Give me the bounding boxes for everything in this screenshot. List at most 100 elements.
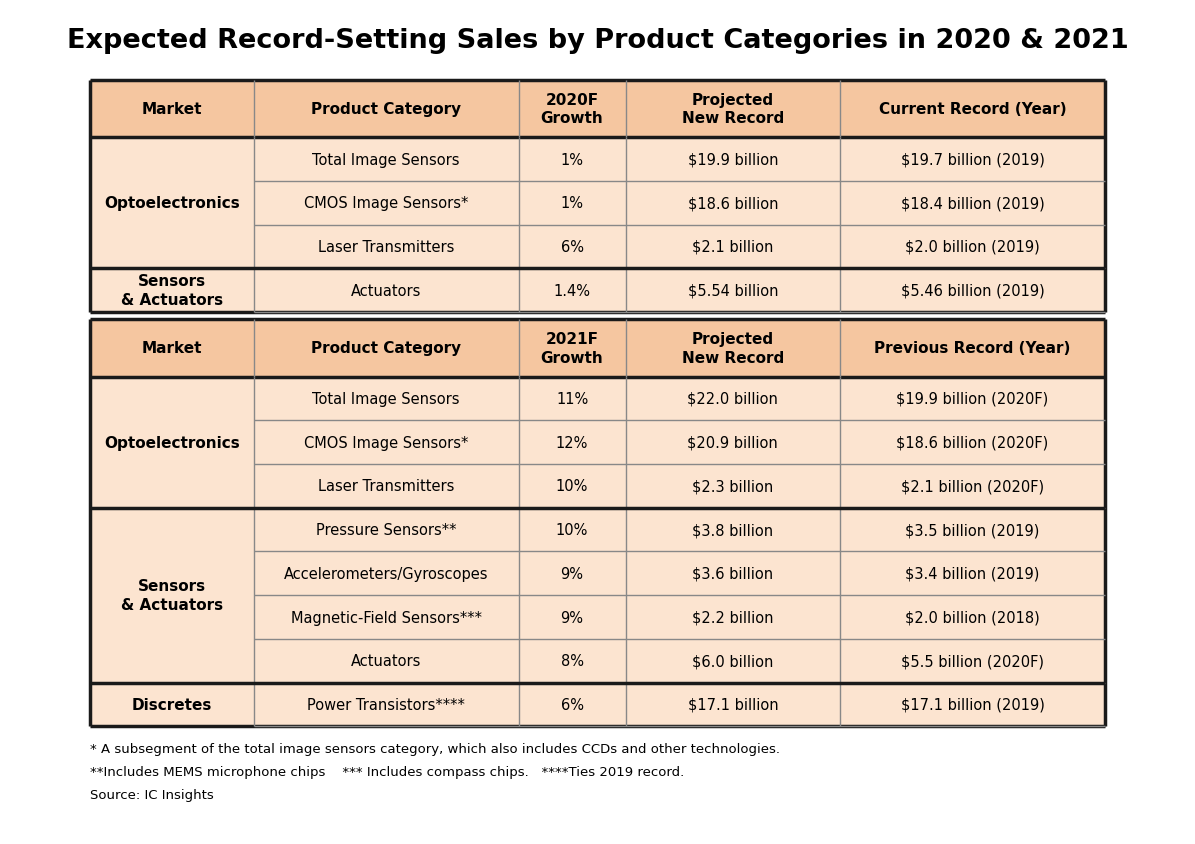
Text: Laser Transmitters: Laser Transmitters: [318, 240, 454, 255]
Text: Optoelectronics: Optoelectronics: [104, 436, 240, 450]
Bar: [519, 639, 626, 683]
Bar: [253, 181, 519, 225]
Text: $2.1 billion: $2.1 billion: [692, 240, 773, 255]
Text: $17.1 billion: $17.1 billion: [687, 697, 778, 712]
Bar: [90, 80, 253, 138]
Text: Product Category: Product Category: [311, 102, 461, 116]
Bar: [626, 320, 840, 377]
Text: Pressure Sensors**: Pressure Sensors**: [315, 522, 456, 538]
Text: Projected
New Record: Projected New Record: [681, 332, 784, 365]
Text: 2021F
Growth: 2021F Growth: [541, 332, 603, 365]
Text: CMOS Image Sensors*: CMOS Image Sensors*: [304, 196, 468, 211]
Text: 1%: 1%: [560, 153, 583, 167]
Bar: [626, 639, 840, 683]
Bar: [253, 269, 519, 312]
Bar: [626, 225, 840, 269]
Text: $2.3 billion: $2.3 billion: [692, 479, 773, 494]
Bar: [626, 269, 840, 312]
Text: $17.1 billion (2019): $17.1 billion (2019): [901, 697, 1044, 712]
Bar: [253, 138, 519, 181]
Text: Magnetic-Field Sensors***: Magnetic-Field Sensors***: [290, 609, 482, 625]
Text: Sensors
& Actuators: Sensors & Actuators: [121, 274, 222, 307]
Text: $2.0 billion (2018): $2.0 billion (2018): [905, 609, 1040, 625]
Bar: [253, 596, 519, 639]
Bar: [840, 639, 1105, 683]
Text: 6%: 6%: [560, 240, 583, 255]
Text: $5.46 billion (2019): $5.46 billion (2019): [901, 284, 1044, 298]
Text: Actuators: Actuators: [351, 653, 421, 668]
Bar: [519, 552, 626, 596]
Text: **Includes MEMS microphone chips    *** Includes compass chips.   ****Ties 2019 : **Includes MEMS microphone chips *** Inc…: [90, 766, 685, 778]
Bar: [519, 225, 626, 269]
Text: Projected
New Record: Projected New Record: [681, 93, 784, 126]
Text: 10%: 10%: [556, 522, 588, 538]
Text: 2020F
Growth: 2020F Growth: [541, 93, 603, 126]
Bar: [840, 683, 1105, 727]
Bar: [840, 552, 1105, 596]
Text: Total Image Sensors: Total Image Sensors: [312, 153, 460, 167]
Text: $18.4 billion (2019): $18.4 billion (2019): [901, 196, 1044, 211]
Bar: [626, 464, 840, 508]
Text: Current Record (Year): Current Record (Year): [878, 102, 1066, 116]
Text: $2.2 billion: $2.2 billion: [692, 609, 773, 625]
Text: Actuators: Actuators: [351, 284, 421, 298]
Bar: [519, 377, 626, 421]
Bar: [626, 508, 840, 552]
Bar: [840, 320, 1105, 377]
Text: Discretes: Discretes: [131, 697, 212, 712]
Bar: [626, 181, 840, 225]
Bar: [253, 421, 519, 464]
Text: $3.6 billion: $3.6 billion: [692, 566, 773, 582]
Bar: [519, 320, 626, 377]
Bar: [519, 683, 626, 727]
Bar: [840, 138, 1105, 181]
Bar: [840, 181, 1105, 225]
Text: Sensors
& Actuators: Sensors & Actuators: [121, 579, 222, 612]
Text: 1.4%: 1.4%: [553, 284, 590, 298]
Bar: [90, 377, 253, 508]
Text: Accelerometers/Gyroscopes: Accelerometers/Gyroscopes: [283, 566, 489, 582]
Bar: [90, 508, 253, 683]
Bar: [253, 508, 519, 552]
Text: $2.0 billion (2019): $2.0 billion (2019): [905, 240, 1040, 255]
Bar: [519, 181, 626, 225]
Text: Source: IC Insights: Source: IC Insights: [90, 788, 214, 801]
Text: 6%: 6%: [560, 697, 583, 712]
Bar: [840, 596, 1105, 639]
Bar: [840, 269, 1105, 312]
Text: $6.0 billion: $6.0 billion: [692, 653, 773, 668]
Bar: [90, 683, 253, 727]
Text: $19.7 billion (2019): $19.7 billion (2019): [901, 153, 1044, 167]
Bar: [626, 377, 840, 421]
Bar: [840, 225, 1105, 269]
Text: Laser Transmitters: Laser Transmitters: [318, 479, 454, 494]
Text: 9%: 9%: [560, 566, 583, 582]
Bar: [519, 269, 626, 312]
Bar: [840, 508, 1105, 552]
Text: Product Category: Product Category: [311, 341, 461, 356]
Text: $18.6 billion (2020F): $18.6 billion (2020F): [896, 436, 1049, 450]
Bar: [90, 320, 253, 377]
Text: $19.9 billion (2020F): $19.9 billion (2020F): [896, 392, 1049, 407]
Text: $19.9 billion: $19.9 billion: [687, 153, 778, 167]
Text: 1%: 1%: [560, 196, 583, 211]
Text: Market: Market: [141, 341, 202, 356]
Text: Previous Record (Year): Previous Record (Year): [875, 341, 1071, 356]
Bar: [626, 421, 840, 464]
Bar: [253, 320, 519, 377]
Bar: [519, 464, 626, 508]
Bar: [626, 138, 840, 181]
Bar: [519, 508, 626, 552]
Bar: [626, 552, 840, 596]
Bar: [840, 464, 1105, 508]
Text: 9%: 9%: [560, 609, 583, 625]
Text: $5.5 billion (2020F): $5.5 billion (2020F): [901, 653, 1044, 668]
Bar: [253, 639, 519, 683]
Text: $18.6 billion: $18.6 billion: [687, 196, 778, 211]
Bar: [253, 683, 519, 727]
Text: $2.1 billion (2020F): $2.1 billion (2020F): [901, 479, 1044, 494]
Text: $22.0 billion: $22.0 billion: [687, 392, 778, 407]
Bar: [253, 80, 519, 138]
Bar: [90, 269, 253, 312]
Text: $3.5 billion (2019): $3.5 billion (2019): [906, 522, 1040, 538]
